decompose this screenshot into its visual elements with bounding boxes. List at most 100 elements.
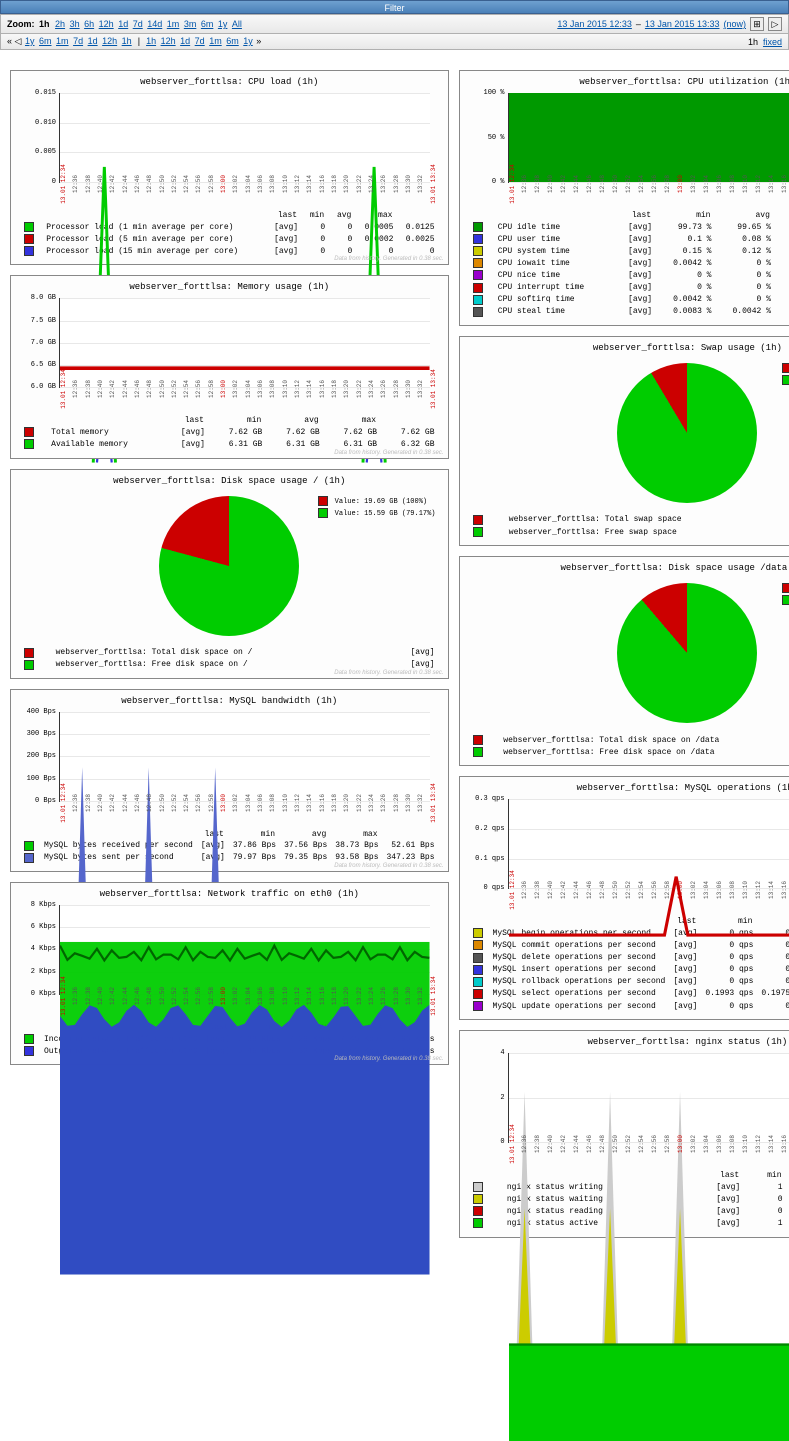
nav-links: « ◁ 1y 6m 1m 7d 1d 12h 1h | 1h 12h 1d 7d… <box>7 36 261 47</box>
window-title-bar: Filter <box>0 0 789 14</box>
x-axis: 13.01 12:3412:3612:3812:4012:4212:4412:4… <box>60 803 430 825</box>
zoom-option-14d[interactable]: 14d <box>147 19 162 29</box>
window-title: Filter <box>385 3 405 13</box>
legend-row: CPU iowait time[avg]0.0042 %0 %0.003202 … <box>470 258 789 268</box>
legend-row: webserver_forttlsa: Free swap space[avg] <box>470 527 789 537</box>
legend-table: webserver_forttlsa: Total disk space on … <box>464 731 789 761</box>
zoom-option-3h[interactable]: 3h <box>70 19 80 29</box>
line-panel: webserver_forttlsa: MySQL bandwidth (1h)… <box>10 689 449 872</box>
nav-left-1d[interactable]: 1d <box>88 36 98 46</box>
legend-label: CPU softirq time <box>495 295 615 305</box>
legend-row: webserver_forttlsa: Free disk space on /… <box>21 660 438 670</box>
period-label: 1h <box>748 37 758 47</box>
nav-right-6m[interactable]: 6m <box>226 36 239 46</box>
line-panel: webserver_forttlsa: CPU utilization (1h)… <box>459 70 789 326</box>
nav-right-1d[interactable]: 1d <box>180 36 190 46</box>
zoom-active[interactable]: 1h <box>39 19 50 29</box>
zoom-option-12h[interactable]: 12h <box>99 19 114 29</box>
zoom-option-1y[interactable]: 1y <box>218 19 228 29</box>
legend-row: webserver_forttlsa: Total swap space[avg… <box>470 515 789 525</box>
pie-chart <box>617 363 757 503</box>
chart-area: 0 qps0.1 qps0.2 qps0.3 qps 13.01 12:3412… <box>508 799 789 889</box>
y-axis: 0 qps0.1 qps0.2 qps0.3 qps <box>467 799 507 888</box>
footer-note: Data from history. Generated in 0.38 sec… <box>334 863 443 869</box>
legend-label: webserver_forttlsa: Total swap space <box>506 515 789 525</box>
nav-right-1m[interactable]: 1m <box>209 36 222 46</box>
legend-label: CPU steal time <box>495 307 615 317</box>
nav-left-6m[interactable]: 6m <box>39 36 52 46</box>
panel-title: webserver_forttlsa: Memory usage (1h) <box>15 280 444 294</box>
line-panel: webserver_forttlsa: nginx status (1h) 02… <box>459 1030 789 1237</box>
zoom-option-6h[interactable]: 6h <box>84 19 94 29</box>
panel-title: webserver_forttlsa: CPU load (1h) <box>15 75 444 89</box>
legend-label: webserver_forttlsa: Free disk space on / <box>53 660 387 670</box>
pie-panel: webserver_forttlsa: Disk space usage / (… <box>10 469 449 679</box>
zoom-toolbar: Zoom: 1h 2h 3h 6h 12h 1d 7d 14d 1m 3m 6m… <box>0 14 789 34</box>
left-column: webserver_forttlsa: CPU load (1h) 00.005… <box>10 70 449 1238</box>
nav-left-1y[interactable]: 1y <box>25 36 35 46</box>
legend-row: CPU nice time[avg]0 %0 %0 %0 % <box>470 270 789 280</box>
nav-left-1h[interactable]: 1h <box>122 36 132 46</box>
legend-table: lastminavgmax CPU idle time[avg]99.73 %9… <box>464 207 789 321</box>
zoom-option-6m[interactable]: 6m <box>201 19 214 29</box>
nav-step-back[interactable]: ◁ <box>15 36 22 46</box>
zoom-option-3m[interactable]: 3m <box>184 19 197 29</box>
zoom-option-1d[interactable]: 1d <box>118 19 128 29</box>
nav-prev-button[interactable]: ⊞ <box>750 17 764 31</box>
now-label[interactable]: (now) <box>723 19 746 29</box>
zoom-option-1m[interactable]: 1m <box>167 19 180 29</box>
pie-value-legend: Value: 511.99 MB (100%) Value: 468.17 MB… <box>782 363 789 385</box>
fixed-label[interactable]: fixed <box>763 37 782 47</box>
footer-note: Data from history. Generated in 0.38 sec… <box>334 450 443 456</box>
legend-label: webserver_forttlsa: Total disk space on … <box>53 648 387 658</box>
panel-title: webserver_forttlsa: CPU utilization (1h) <box>464 75 789 89</box>
legend-label: CPU nice time <box>495 270 615 280</box>
panel-title: webserver_forttlsa: Network traffic on e… <box>15 887 444 901</box>
zoom-option-All[interactable]: All <box>232 19 242 29</box>
legend-label: CPU idle time <box>495 222 615 232</box>
cpu-util-fill <box>509 93 789 182</box>
zoom-option-7d[interactable]: 7d <box>133 19 143 29</box>
nav-toolbar: « ◁ 1y 6m 1m 7d 1d 12h 1h | 1h 12h 1d 7d… <box>0 34 789 50</box>
nav-right-1h[interactable]: 1h <box>146 36 156 46</box>
zoom-option-2h[interactable]: 2h <box>55 19 65 29</box>
y-axis: 0 Kbps2 Kbps4 Kbps6 Kbps8 Kbps <box>18 905 58 994</box>
panel-title: webserver_forttlsa: Swap usage (1h) <box>464 341 789 355</box>
x-axis: 13.01 12:3412:3612:3812:4012:4212:4412:4… <box>509 890 789 912</box>
nav-right-7d[interactable]: 7d <box>195 36 205 46</box>
legend-row: webserver_forttlsa: Free disk space on /… <box>470 747 789 757</box>
nav-left-1m[interactable]: 1m <box>56 36 69 46</box>
footer-note: Data from history. Generated in 0.38 sec… <box>334 670 443 676</box>
nav-left-7d[interactable]: 7d <box>73 36 83 46</box>
nav-right-12h[interactable]: 12h <box>161 36 176 46</box>
pie-value-legend: Value: 295.29 GB (100%) Value: 262.17 GB… <box>782 583 789 605</box>
nav-back-icon[interactable]: « <box>7 36 12 46</box>
y-axis: 024 <box>467 1053 507 1142</box>
nav-left-12h[interactable]: 12h <box>102 36 117 46</box>
footer-note: Data from history. Generated in 0.38 sec… <box>334 1056 443 1062</box>
chart-area: 0 Kbps2 Kbps4 Kbps6 Kbps8 Kbps 13.01 12:… <box>59 905 430 995</box>
pie-panel: webserver_forttlsa: Disk space usage /da… <box>459 556 789 766</box>
panel-title: webserver_forttlsa: MySQL bandwidth (1h) <box>15 694 444 708</box>
nav-fwd-icon[interactable]: » <box>256 36 261 46</box>
legend-label: CPU user time <box>495 234 615 244</box>
legend-row: CPU idle time[avg]99.73 %99.65 %99.74 %9… <box>470 222 789 232</box>
right-column: webserver_forttlsa: CPU utilization (1h)… <box>459 70 789 1238</box>
zoom-controls: Zoom: 1h 2h 3h 6h 12h 1d 7d 14d 1m 3m 6m… <box>7 19 243 29</box>
pie-panel: webserver_forttlsa: Swap usage (1h) Valu… <box>459 336 789 546</box>
legend-row: webserver_forttlsa: Total disk space on … <box>470 735 789 745</box>
date-from[interactable]: 13 Jan 2015 12:33 <box>557 19 632 29</box>
dashboard-content: webserver_forttlsa: CPU load (1h) 00.005… <box>0 50 789 1258</box>
nav-next-button[interactable]: ▷ <box>768 17 782 31</box>
legend-row: CPU user time[avg]0.1 %0.08 %0.1 %0.17 % <box>470 234 789 244</box>
panel-title: webserver_forttlsa: MySQL operations (1h… <box>464 781 789 795</box>
y-axis: 6.0 GB6.5 GB7.0 GB7.5 GB8.0 GB <box>18 298 58 387</box>
pie-value-legend: Value: 19.69 GB (100%) Value: 15.59 GB (… <box>318 496 435 518</box>
panel-title: webserver_forttlsa: nginx status (1h) <box>464 1035 789 1049</box>
nav-right-1y[interactable]: 1y <box>243 36 253 46</box>
legend-label: CPU iowait time <box>495 258 615 268</box>
legend-row: CPU system time[avg]0.15 %0.12 %0.15 %0.… <box>470 246 789 256</box>
y-axis: 0 Bps100 Bps200 Bps300 Bps400 Bps <box>18 712 58 801</box>
date-to[interactable]: 13 Jan 2015 13:33 <box>645 19 720 29</box>
x-axis: 13.01 12:3412:3612:3812:4012:4212:4412:4… <box>509 184 789 206</box>
